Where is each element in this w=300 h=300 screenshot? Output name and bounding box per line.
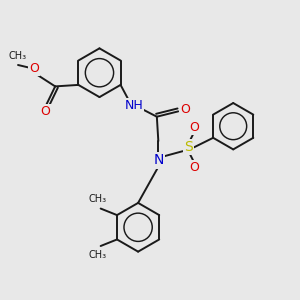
Text: CH₃: CH₃ (9, 50, 27, 61)
Text: NH: NH (124, 99, 143, 112)
Text: S: S (184, 140, 193, 154)
Text: O: O (189, 161, 199, 174)
Text: O: O (180, 103, 190, 116)
Text: CH₃: CH₃ (88, 194, 106, 204)
Text: O: O (41, 105, 51, 118)
Text: CH₃: CH₃ (88, 250, 106, 260)
Text: O: O (189, 121, 199, 134)
Text: N: N (153, 153, 164, 167)
Text: O: O (29, 62, 39, 75)
